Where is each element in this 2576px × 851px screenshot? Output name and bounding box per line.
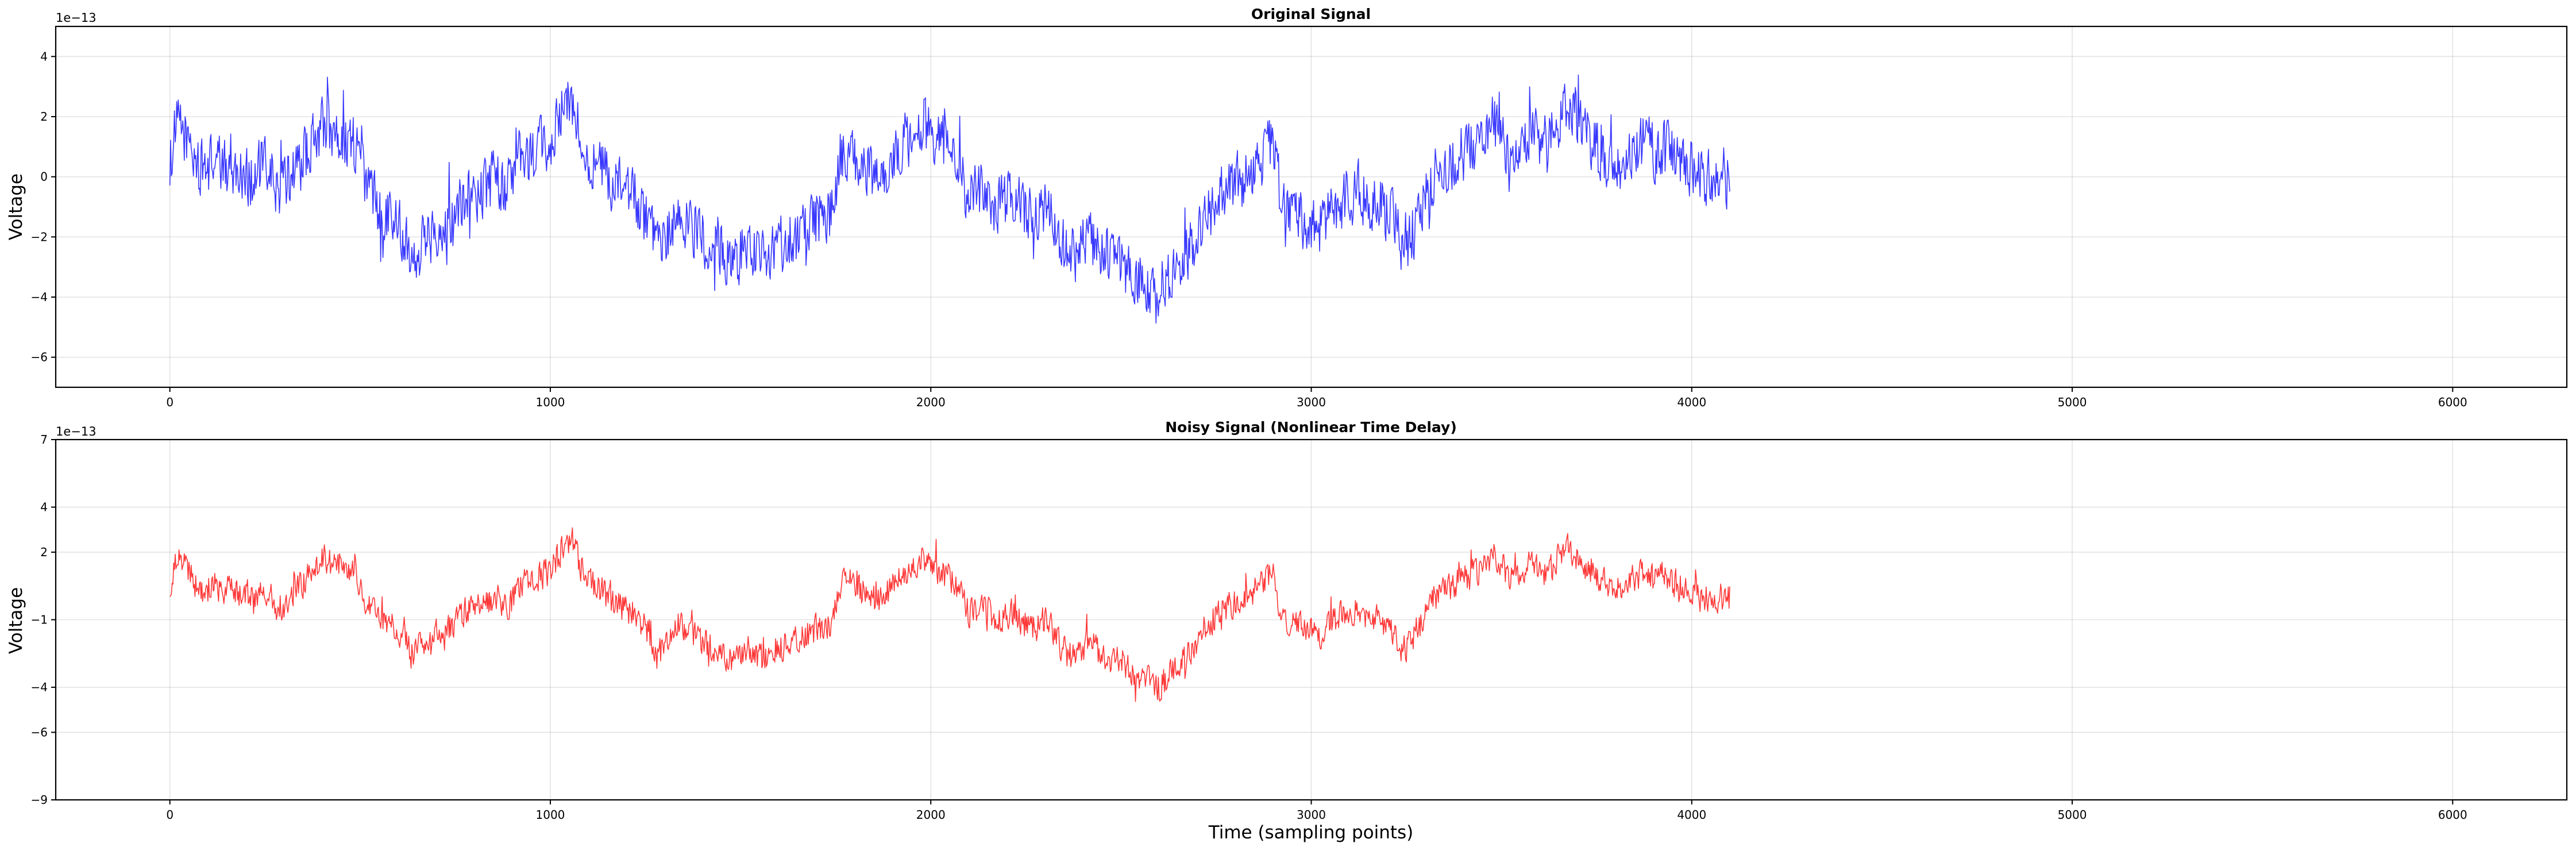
x-tick-label: 0 (166, 395, 173, 409)
y-tick-label: 7 (40, 433, 48, 446)
noisy-signal-panel: Noisy Signal (Nonlinear Time Delay) 1e−1… (6, 419, 2568, 843)
y-tick-label: −6 (31, 725, 48, 739)
x-tick-label: 2000 (916, 808, 946, 822)
original-signal-panel: Original Signal 1e−13 0 1000 2000 3000 4000 5… (6, 6, 2568, 409)
x-tick-label: 6000 (2438, 395, 2467, 409)
y-tick-label: −2 (31, 230, 48, 244)
y-tick-label: −1 (31, 613, 48, 627)
original-signal-x-ticks: 0 1000 2000 3000 4000 5000 6000 (166, 387, 2467, 409)
y-tick-label: 0 (40, 170, 48, 184)
time-x-axis-label: Time (sampling points) (1208, 822, 1414, 843)
y-tick-label: −9 (31, 793, 48, 807)
x-tick-label: 4000 (1677, 395, 1706, 409)
noisy-signal-x-ticks: 0 1000 2000 3000 4000 5000 6000 (166, 800, 2467, 822)
original-signal-title: Original Signal (1251, 6, 1371, 22)
x-tick-label: 2000 (916, 395, 946, 409)
noisy-signal-offset-label: 1e−13 (56, 425, 97, 438)
noisy-signal-title: Noisy Signal (Nonlinear Time Delay) (1165, 419, 1457, 436)
original-signal-y-axis-label: Voltage (6, 174, 26, 240)
x-tick-label: 5000 (2058, 395, 2087, 409)
x-tick-label: 1000 (536, 395, 565, 409)
y-tick-label: −6 (31, 351, 48, 364)
original-signal-line (169, 74, 1730, 324)
x-tick-label: 4000 (1677, 808, 1706, 822)
y-tick-label: −4 (31, 680, 48, 694)
x-tick-label: 0 (166, 808, 173, 822)
y-tick-label: 4 (40, 500, 48, 514)
original-signal-grid (56, 26, 2567, 387)
noisy-signal-line (169, 527, 1730, 702)
noisy-signal-y-ticks: −9 −6 −4 −1 2 4 7 (31, 433, 56, 807)
original-signal-y-ticks: −6 −4 −2 0 2 4 (31, 49, 56, 364)
y-tick-label: 4 (40, 49, 48, 63)
y-tick-label: 2 (40, 110, 48, 124)
x-tick-label: 3000 (1297, 395, 1326, 409)
x-tick-label: 6000 (2438, 808, 2467, 822)
x-tick-label: 1000 (536, 808, 565, 822)
y-tick-label: 2 (40, 545, 48, 559)
x-tick-label: 5000 (2058, 808, 2087, 822)
x-tick-label: 3000 (1297, 808, 1326, 822)
y-tick-label: −4 (31, 290, 48, 304)
noisy-signal-y-axis-label: Voltage (6, 587, 26, 654)
original-signal-offset-label: 1e−13 (56, 11, 97, 25)
